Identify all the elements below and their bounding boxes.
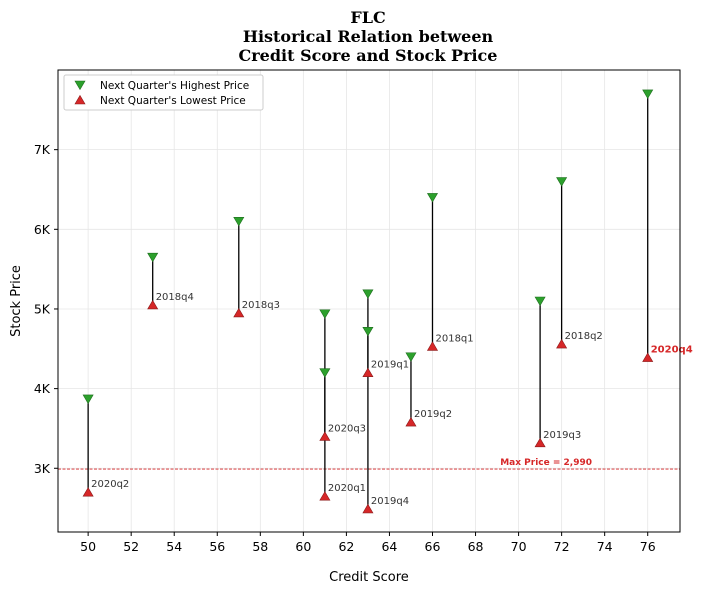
price-markers (82, 89, 654, 514)
quarter-label: 2020q1 (328, 483, 366, 494)
y-tick-label: 5K (34, 301, 51, 316)
low-price-marker (147, 299, 159, 310)
x-tick-label: 64 (381, 539, 397, 554)
x-tick-label: 72 (554, 539, 570, 554)
legend: Next Quarter's Highest Price Next Quarter… (63, 74, 264, 111)
high-price-marker (534, 296, 546, 307)
low-price-marker (362, 503, 374, 514)
high-price-marker (82, 394, 94, 405)
legend-entry-label: Next Quarter's Lowest Price (100, 95, 246, 107)
y-tick-label: 4K (34, 381, 51, 396)
quarter-label: 2020q2 (91, 479, 129, 490)
high-price-marker (405, 352, 417, 362)
low-price-marker (426, 341, 439, 351)
x-tick-label: 62 (338, 539, 354, 554)
x-tick-label: 60 (295, 539, 311, 554)
y-axis-label: Stock Price (9, 265, 24, 337)
quarter-labels: 2020q2 2018q4 2018q3 2020q3 2020q1 2019q1 2019… (91, 292, 693, 507)
x-tick-label: 76 (640, 539, 656, 554)
quarter-label: 2020q3 (328, 423, 366, 434)
legend-marker-high (74, 80, 86, 91)
quarter-label: 2020q4 (651, 345, 693, 356)
low-price-marker (556, 338, 568, 349)
low-price-marker (362, 367, 374, 377)
legend-box (63, 74, 264, 111)
high-price-marker (426, 193, 439, 203)
low-price-marker (534, 437, 546, 448)
x-axis-label: Credit Score (329, 570, 409, 585)
x-tick-label: 70 (511, 539, 527, 554)
low-price-marker (319, 491, 331, 501)
low-price-marker (642, 352, 654, 362)
quarter-label: 2019q3 (543, 430, 581, 441)
high-price-marker (362, 289, 374, 299)
x-tick-label: 52 (123, 539, 139, 554)
y-axis: 3K 4K 5K 6K 7K (34, 142, 58, 476)
high-price-marker (642, 89, 654, 99)
x-axis: 50 52 54 56 58 60 62 64 66 68 70 72 74 76 (80, 532, 656, 554)
chart-title-line-1: FLC (350, 8, 385, 27)
high-price-marker (556, 177, 568, 187)
chart-title-line-3: Credit Score and Stock Price (239, 46, 498, 65)
quarter-label: 2019q4 (371, 496, 409, 507)
plot-area-frame (57, 69, 681, 533)
y-tick-label: 6K (34, 222, 51, 237)
x-tick-label: 50 (80, 539, 96, 554)
quarter-label: 2018q2 (565, 331, 603, 342)
low-price-marker (319, 431, 331, 441)
quarter-label: 2019q2 (414, 409, 452, 420)
legend-marker-low (74, 94, 86, 105)
x-tick-label: 74 (597, 539, 613, 554)
quarter-label: 2019q1 (371, 360, 409, 371)
y-tick-label: 7K (34, 142, 51, 157)
legend-entry-label: Next Quarter's Highest Price (100, 80, 249, 92)
low-price-marker (233, 307, 245, 318)
y-tick-label: 3K (34, 461, 51, 476)
high-price-marker (147, 252, 159, 263)
quarter-label: 2018q1 (435, 333, 473, 344)
high-price-marker (362, 326, 374, 337)
x-tick-label: 66 (425, 539, 441, 554)
high-price-marker (233, 217, 245, 227)
x-tick-label: 56 (209, 539, 225, 554)
reference-line-label: Max Price = 2,990 (500, 458, 592, 468)
quarter-label: 2018q4 (156, 292, 194, 303)
low-price-marker (82, 487, 94, 497)
high-price-marker (319, 368, 331, 378)
x-tick-label: 68 (468, 539, 484, 554)
reference-line-group: Max Price = 2,990 (58, 458, 680, 470)
x-tick-label: 58 (252, 539, 268, 554)
low-price-marker (405, 416, 417, 427)
high-price-marker (319, 309, 331, 319)
chart-title-line-2: Historical Relation between (243, 27, 494, 46)
quarter-label: 2018q3 (242, 300, 280, 311)
x-tick-label: 54 (166, 539, 182, 554)
